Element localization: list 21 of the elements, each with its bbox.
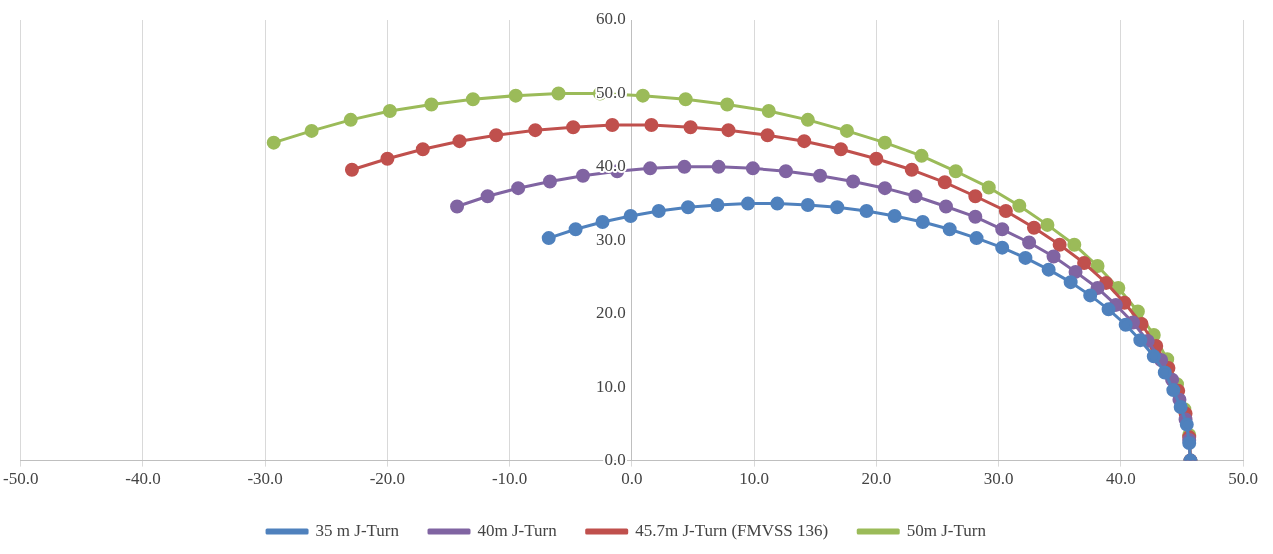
- legend-label: 40m J-Turn: [477, 520, 558, 540]
- legend-label: 35 m J-Turn: [315, 520, 400, 540]
- y-tick-label: 10.0: [596, 376, 626, 396]
- y-tick-label: 40.0: [596, 156, 626, 176]
- x-tick-label: -10.0: [491, 469, 528, 489]
- x-tick-label: 50.0: [1228, 469, 1258, 489]
- x-tick-label: 10.0: [739, 469, 769, 489]
- legend-label: 50m J-Turn: [906, 520, 987, 540]
- y-tick-label: 30.0: [596, 229, 626, 249]
- x-tick-label: -30.0: [247, 469, 283, 489]
- x-tick-label: 30.0: [983, 469, 1014, 489]
- x-tick-label: 20.0: [861, 469, 892, 489]
- x-tick-label: 40.0: [1105, 469, 1136, 489]
- x-tick-label: -40.0: [125, 469, 161, 489]
- x-tick-label: -50.0: [2, 469, 39, 489]
- x-tick-label: -20.0: [369, 469, 406, 489]
- legend-label: 45.7m J-Turn (FMVSS 136): [635, 520, 829, 540]
- x-tick-label: 0.0: [621, 469, 643, 489]
- y-tick-label: 60.0: [596, 9, 626, 29]
- y-tick-label: 0.0: [604, 450, 626, 470]
- y-tick-label: 20.0: [596, 303, 626, 323]
